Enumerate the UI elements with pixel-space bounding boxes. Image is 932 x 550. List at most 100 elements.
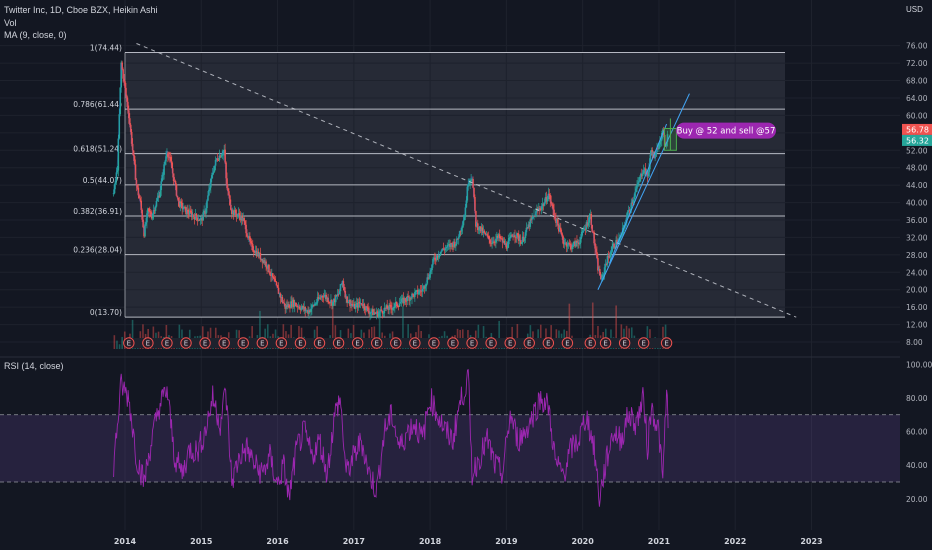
candle-body	[587, 222, 590, 226]
candle-body	[512, 236, 514, 238]
candle-body	[202, 212, 204, 221]
earnings-marker: E	[371, 337, 383, 349]
candle-body	[128, 118, 131, 125]
candle-body	[413, 294, 415, 297]
candle-body	[592, 232, 594, 233]
candle-body	[396, 306, 399, 307]
candle-body	[205, 208, 207, 214]
volume-bar	[290, 324, 292, 349]
candle-body	[249, 236, 251, 242]
candle-body	[495, 238, 497, 243]
candle-body	[479, 226, 482, 232]
candle-body	[629, 208, 632, 211]
earnings-circle	[485, 337, 497, 349]
earnings-label: E	[165, 340, 169, 348]
earnings-circle	[161, 337, 173, 349]
earnings-circle	[332, 337, 345, 349]
candle-body	[432, 259, 434, 265]
candle-body	[532, 216, 534, 218]
candle-body	[424, 286, 427, 289]
volume-bar	[331, 301, 334, 349]
candle-body	[319, 297, 322, 299]
candle-body	[169, 156, 171, 158]
candle-body	[493, 241, 495, 243]
candle-body	[121, 62, 123, 70]
candle-body	[525, 227, 528, 233]
candle-body	[636, 184, 638, 189]
earnings-circle	[504, 337, 516, 349]
candle-body	[232, 210, 235, 215]
candle-body	[116, 170, 119, 173]
candle-body	[536, 209, 538, 212]
candle-body	[300, 307, 303, 310]
candle-body	[332, 301, 334, 306]
candle-body	[588, 217, 591, 223]
earnings-label: E	[394, 340, 398, 348]
candle-body	[218, 155, 221, 161]
candle-body	[515, 237, 517, 239]
earnings-marker: E	[123, 337, 135, 349]
volume-bar	[477, 324, 480, 349]
candle-body	[560, 232, 563, 235]
candle-body	[474, 196, 476, 211]
candle-body	[112, 193, 115, 195]
price-tick-label: 60.00	[906, 111, 928, 120]
candle-body	[415, 290, 417, 293]
candle-body	[237, 213, 240, 215]
candle-body	[573, 241, 575, 244]
candle-body	[306, 310, 308, 311]
volume-bar	[417, 325, 420, 349]
candle-body	[263, 260, 266, 264]
candle-body	[200, 217, 203, 219]
candle-body	[119, 87, 122, 115]
candle-body	[509, 237, 512, 239]
candle-body	[631, 202, 634, 204]
candle-body	[183, 206, 185, 209]
candle-body	[259, 253, 262, 260]
candle-body	[386, 305, 389, 310]
candle-body	[151, 213, 154, 219]
candle-body	[555, 218, 557, 224]
candle-body	[549, 195, 552, 202]
price-tag-bg	[902, 123, 932, 135]
candle-body	[436, 255, 439, 258]
candle-body	[124, 81, 126, 88]
candle-body	[402, 297, 405, 304]
earnings-label: E	[222, 340, 226, 348]
candle-body	[260, 258, 263, 260]
candle-body	[660, 140, 662, 142]
candle-body	[297, 306, 300, 308]
candle-body	[296, 305, 299, 308]
candle-body	[209, 187, 211, 190]
candle-body	[578, 242, 580, 245]
candle-body	[190, 212, 193, 218]
earnings-circle	[351, 337, 364, 349]
volume-bar	[591, 302, 594, 349]
candle-body	[239, 215, 242, 221]
candle-body	[456, 238, 458, 244]
candle-body	[299, 308, 302, 310]
candle-body	[391, 307, 393, 310]
candle-body	[640, 173, 643, 176]
candle-body	[312, 305, 315, 306]
price-tick-label: 36.00	[906, 216, 928, 225]
candle-body	[472, 178, 474, 188]
rsi-legend: RSI (14, close)	[4, 361, 64, 371]
candle-body	[315, 302, 318, 304]
candle-body	[590, 213, 593, 226]
earnings-marker: E	[584, 337, 596, 349]
candle-body	[309, 310, 311, 312]
candle-body	[203, 210, 205, 213]
earnings-circle	[390, 337, 402, 349]
candle-body	[308, 310, 310, 314]
candle-body	[318, 297, 321, 299]
candle-body	[438, 255, 441, 256]
candle-body	[132, 150, 135, 156]
candle-body	[292, 299, 294, 307]
candle-body	[133, 155, 136, 165]
earnings-circle	[123, 337, 135, 349]
earnings-marker: E	[485, 337, 497, 349]
candle-body	[606, 256, 609, 265]
candle-body	[482, 230, 485, 234]
